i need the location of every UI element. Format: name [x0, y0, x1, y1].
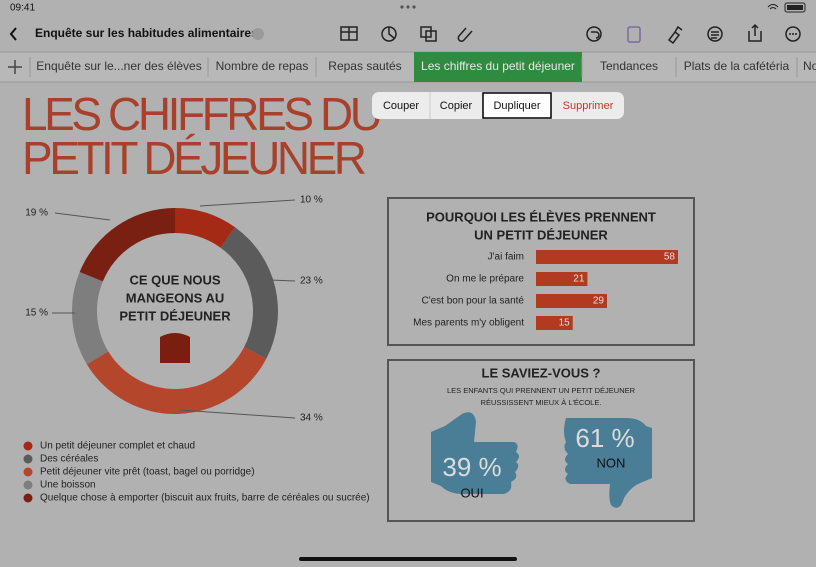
- menu-item[interactable]: Copier: [440, 100, 473, 112]
- active-tab: [414, 52, 582, 82]
- bar-value-label: 29: [593, 296, 605, 307]
- donut-value-label: 23 %: [300, 276, 323, 287]
- donut-segment: [79, 208, 175, 282]
- bar: [536, 272, 588, 286]
- bar-category: J'ai faim: [488, 252, 524, 263]
- no-caption: NON: [597, 455, 626, 470]
- title-menu[interactable]: [252, 28, 264, 40]
- bar-category: On me le prépare: [446, 274, 524, 285]
- leader-line: [199, 199, 296, 207]
- bar-chart: J'ai faim 58 On me le prépare 21 C'est bon p…: [413, 250, 678, 330]
- leader-line: [54, 212, 111, 221]
- battery: [784, 2, 806, 13]
- reasons-box: [387, 197, 695, 346]
- bar-value-label: 21: [573, 274, 585, 285]
- donut-value-label: 15 %: [25, 308, 48, 319]
- did-you-know-text: RÉUSSISSENT MIEUX À L'ÉCOLE.: [481, 398, 602, 407]
- did-you-know-text: LES ENFANTS QUI PRENNENT UN PETIT DÉJEUN…: [447, 386, 636, 395]
- more-dots: [789, 33, 797, 35]
- no-percent: 61 %: [575, 423, 634, 453]
- tabs: Enquête sur le...ner des élèves Nombre de…: [29, 52, 816, 82]
- donut-segment: [72, 271, 109, 365]
- tab[interactable]: Enquête sur le...ner des élèves: [36, 59, 201, 73]
- menu-item[interactable]: Couper: [383, 100, 419, 112]
- bar: [536, 316, 573, 330]
- wifi: [767, 4, 779, 10]
- legend-label: Des céréales: [40, 454, 98, 465]
- bar-category: C'est bon pour la santé: [421, 296, 524, 307]
- donut-center-label: CE QUE NOUS: [129, 272, 220, 287]
- legend-swatch: [23, 454, 33, 464]
- menu-highlight: [482, 92, 552, 119]
- back-button[interactable]: [9, 27, 17, 41]
- donut-center-label: PETIT DÉJEUNER: [119, 308, 231, 323]
- multitask-dots: [400, 5, 416, 9]
- legend-label: Quelque chose à emporter (biscuit aux fr…: [40, 493, 370, 504]
- bar-value-label: 15: [559, 318, 571, 329]
- home-indicator: [299, 557, 517, 561]
- donut-value-label: 34 %: [300, 413, 323, 424]
- tab[interactable]: Repas sautés: [328, 59, 401, 73]
- legend-swatch: [23, 441, 33, 451]
- menu-item[interactable]: Dupliquer: [493, 100, 540, 112]
- tab-bar: [0, 52, 816, 82]
- sheet-title: PETIT DÉJEUNER: [22, 132, 368, 184]
- tab[interactable]: Nombre de repas: [216, 59, 309, 73]
- bar: [536, 294, 607, 308]
- context-menu-items: Couper Copier Dupliquer Supprimer: [383, 92, 614, 119]
- bar-chart-title: POURQUOI LES ÉLÈVES PRENNENT: [426, 209, 656, 224]
- donut-segment: [86, 347, 267, 414]
- tab[interactable]: Plats de la cafétéria: [684, 59, 790, 73]
- leader-line: [179, 409, 296, 419]
- donut-segment: [220, 227, 278, 359]
- bar: [536, 250, 678, 264]
- leader-line: [269, 279, 296, 282]
- donut-value-label: 19 %: [25, 208, 48, 219]
- did-you-know-box: [387, 359, 695, 522]
- legend-label: Un petit déjeuner complet et chaud: [40, 441, 195, 452]
- yes-percent: 39 %: [442, 452, 501, 482]
- battery-level: [787, 5, 803, 10]
- clock: 09:41: [10, 3, 35, 14]
- menu-item[interactable]: Supprimer: [563, 100, 614, 112]
- tab[interactable]: Les chiffres du petit déjeuner: [421, 59, 575, 73]
- legend-label: Une boisson: [40, 480, 96, 491]
- add-sheet[interactable]: [8, 60, 22, 74]
- document-title[interactable]: Enquête sur les habitudes alimentaires: [35, 26, 258, 40]
- yes-caption: OUI: [460, 485, 483, 500]
- tab[interactable]: Tendances: [600, 59, 658, 73]
- sheet-title: LES CHIFFRES DU: [22, 88, 384, 140]
- tab[interactable]: No: [803, 59, 816, 73]
- did-you-know-title: LE SAVIEZ-VOUS ?: [482, 365, 601, 380]
- legend-label: Petit déjeuner vite prêt (toast, bagel o…: [40, 467, 255, 478]
- bar-category: Mes parents m'y obligent: [413, 318, 524, 329]
- thumb-down: [564, 418, 652, 508]
- toolbar-icons[interactable]: [340, 23, 801, 45]
- legend-swatch: [23, 467, 33, 477]
- donut-segment: [175, 208, 236, 248]
- donut-value-label: 10 %: [300, 195, 323, 206]
- bar-chart-title: UN PETIT DÉJEUNER: [474, 227, 608, 242]
- legend: Un petit déjeuner complet et chaud Des cé…: [23, 441, 370, 504]
- thumb-up: [431, 412, 519, 494]
- legend-swatch: [23, 493, 33, 503]
- toast-icon: [160, 333, 190, 363]
- donut-chart: 10 % 23 % 34 % 15 % 19 % CE QUE NOUS MANGEONS …: [25, 195, 323, 424]
- bar-value-label: 58: [664, 252, 676, 263]
- donut-center-label: MANGEONS AU: [126, 290, 224, 305]
- legend-swatch: [23, 480, 33, 490]
